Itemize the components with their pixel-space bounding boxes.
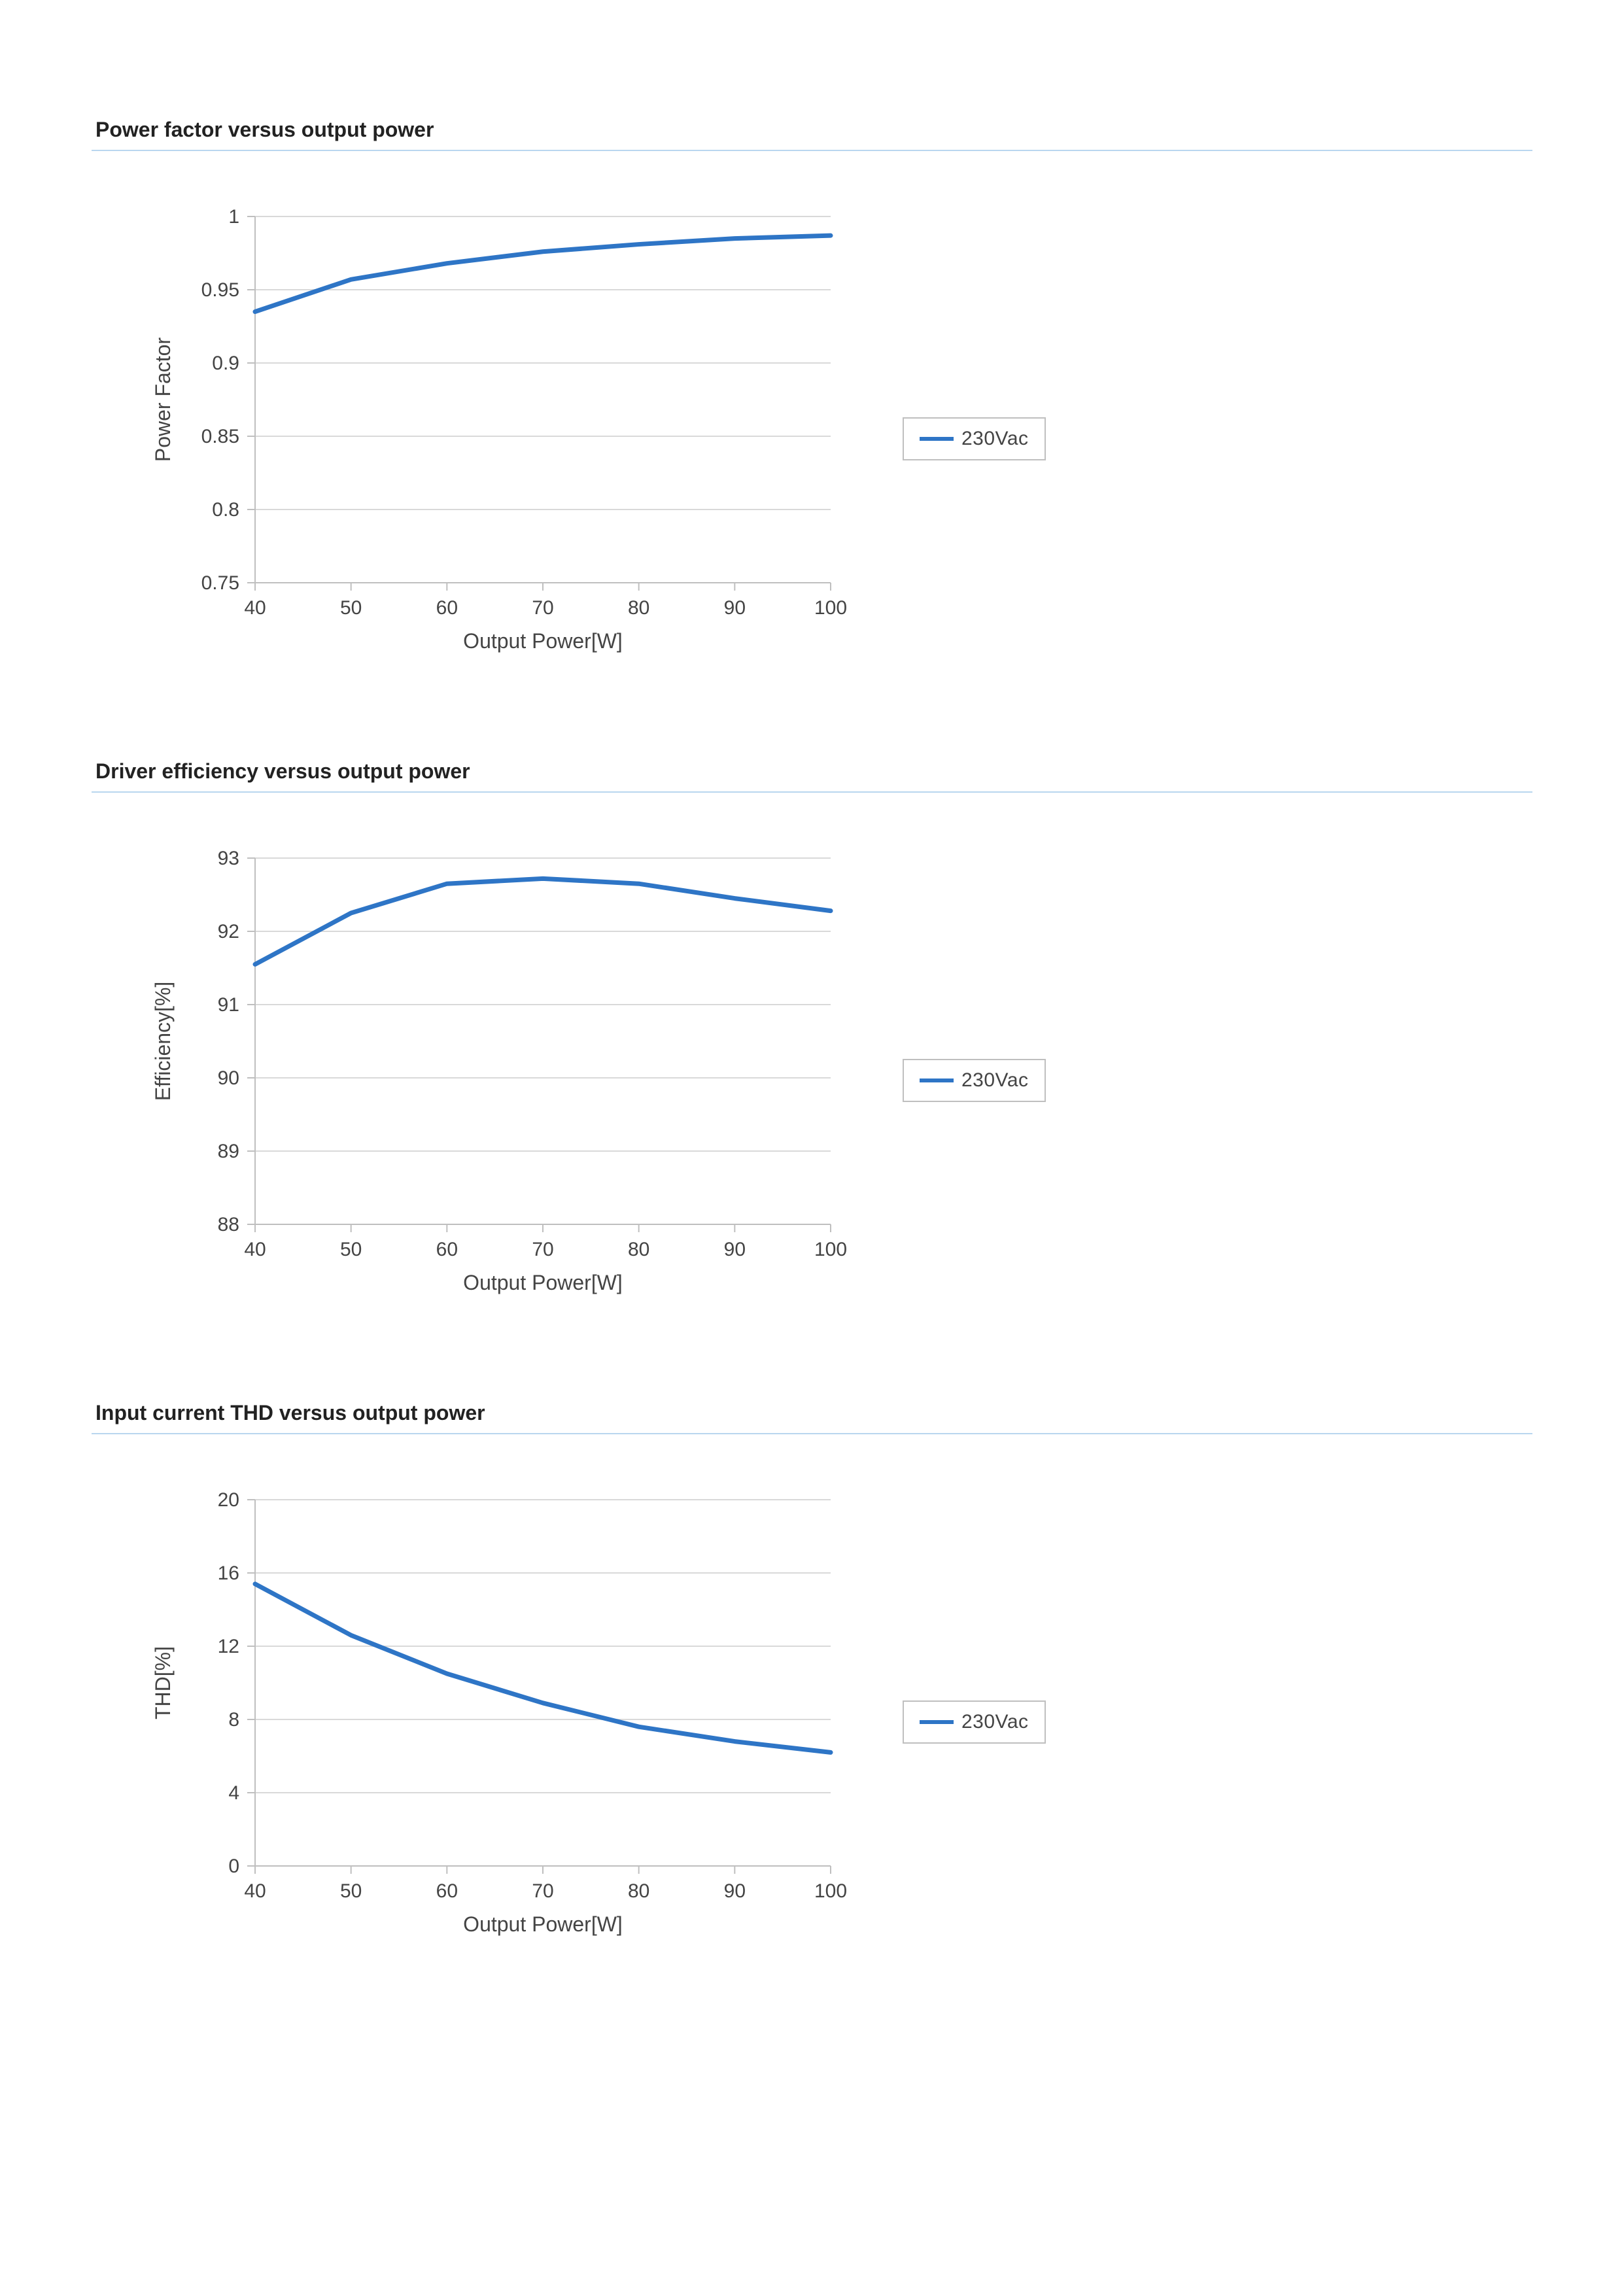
svg-text:93: 93 [218, 848, 239, 869]
chart-block-thd: 0 4 8 12 16 20 40 50 60 70 80 90 100 Output Power[W] T… [131, 1480, 1532, 1964]
svg-text:80: 80 [628, 1239, 649, 1260]
svg-text:50: 50 [340, 597, 362, 619]
svg-text:40: 40 [244, 1880, 266, 1902]
svg-text:60: 60 [436, 1880, 458, 1902]
x-axis-title: Output Power[W] [463, 629, 623, 653]
svg-text:70: 70 [532, 597, 553, 619]
svg-text:0.9: 0.9 [212, 353, 239, 374]
svg-text:0.8: 0.8 [212, 499, 239, 521]
legend-label-eff: 230Vac [961, 1069, 1029, 1092]
legend-label-thd: 230Vac [961, 1711, 1029, 1733]
x-axis-title: Output Power[W] [463, 1912, 623, 1936]
svg-text:0: 0 [228, 1855, 239, 1877]
svg-text:100: 100 [814, 1880, 847, 1902]
svg-text:12: 12 [218, 1636, 239, 1657]
chart-row-thd: 0 4 8 12 16 20 40 50 60 70 80 90 100 Output Power[W] T… [131, 1480, 1532, 1964]
svg-text:92: 92 [218, 921, 239, 942]
svg-text:80: 80 [628, 1880, 649, 1902]
svg-text:60: 60 [436, 597, 458, 619]
chart-block-pf: 0.75 0.8 0.85 0.9 0.95 1 40 50 60 70 80 90 100 Output… [131, 197, 1532, 681]
chart-svg: 0 4 8 12 16 20 40 50 60 70 80 90 100 Output Power[W] T… [131, 1480, 863, 1964]
svg-text:90: 90 [724, 1880, 746, 1902]
chart-svg: 0.75 0.8 0.85 0.9 0.95 1 40 50 60 70 80 90 100 Output… [131, 197, 863, 681]
svg-text:100: 100 [814, 597, 847, 619]
svg-text:40: 40 [244, 597, 266, 619]
legend-label-pf: 230Vac [961, 428, 1029, 450]
svg-text:60: 60 [436, 1239, 458, 1260]
chart-svg-container-eff: 88 89 90 91 92 93 40 50 60 70 80 90 100 Output Power[… [131, 838, 863, 1322]
legend-swatch-eff [920, 1078, 954, 1082]
series-line [255, 878, 831, 964]
svg-text:16: 16 [218, 1562, 239, 1584]
svg-text:4: 4 [228, 1782, 239, 1804]
svg-text:91: 91 [218, 994, 239, 1016]
section-title-pf: Power factor versus output power [95, 118, 1532, 142]
svg-text:88: 88 [218, 1214, 239, 1235]
svg-text:89: 89 [218, 1141, 239, 1162]
svg-text:70: 70 [532, 1880, 553, 1902]
legend-swatch-pf [920, 437, 954, 441]
svg-text:90: 90 [218, 1067, 239, 1089]
legend-eff: 230Vac [903, 1059, 1046, 1102]
legend-thd: 230Vac [903, 1700, 1046, 1744]
svg-text:80: 80 [628, 597, 649, 619]
chart-svg: 88 89 90 91 92 93 40 50 60 70 80 90 100 Output Power[… [131, 838, 863, 1322]
legend-pf: 230Vac [903, 417, 1046, 460]
section-rule-eff [92, 791, 1532, 793]
svg-text:1: 1 [228, 206, 239, 228]
y-axis-title: Power Factor [151, 337, 175, 462]
chart-svg-container-pf: 0.75 0.8 0.85 0.9 0.95 1 40 50 60 70 80 90 100 Output… [131, 197, 863, 681]
series-line [255, 1584, 831, 1753]
chart-row-eff: 88 89 90 91 92 93 40 50 60 70 80 90 100 Output Power[… [131, 838, 1532, 1322]
series-line [255, 235, 831, 311]
y-axis-title: THD[%] [151, 1646, 175, 1719]
legend-swatch-thd [920, 1720, 954, 1724]
chart-row-pf: 0.75 0.8 0.85 0.9 0.95 1 40 50 60 70 80 90 100 Output… [131, 197, 1532, 681]
svg-text:0.95: 0.95 [201, 279, 239, 301]
svg-text:50: 50 [340, 1880, 362, 1902]
svg-text:90: 90 [724, 597, 746, 619]
svg-text:90: 90 [724, 1239, 746, 1260]
x-axis-title: Output Power[W] [463, 1271, 623, 1294]
section-rule-thd [92, 1433, 1532, 1434]
svg-text:0.75: 0.75 [201, 572, 239, 594]
section-title-thd: Input current THD versus output power [95, 1401, 1532, 1425]
svg-text:0.85: 0.85 [201, 426, 239, 447]
page: Power factor versus output power 0.75 0.8… [0, 0, 1624, 2173]
chart-svg-container-thd: 0 4 8 12 16 20 40 50 60 70 80 90 100 Output Power[W] T… [131, 1480, 863, 1964]
svg-text:8: 8 [228, 1709, 239, 1731]
svg-text:70: 70 [532, 1239, 553, 1260]
section-title-eff: Driver efficiency versus output power [95, 759, 1532, 784]
y-axis-title: Efficiency[%] [151, 982, 175, 1101]
svg-text:20: 20 [218, 1489, 239, 1511]
svg-text:100: 100 [814, 1239, 847, 1260]
chart-block-eff: 88 89 90 91 92 93 40 50 60 70 80 90 100 Output Power[… [131, 838, 1532, 1322]
svg-text:40: 40 [244, 1239, 266, 1260]
section-rule-pf [92, 150, 1532, 151]
svg-text:50: 50 [340, 1239, 362, 1260]
